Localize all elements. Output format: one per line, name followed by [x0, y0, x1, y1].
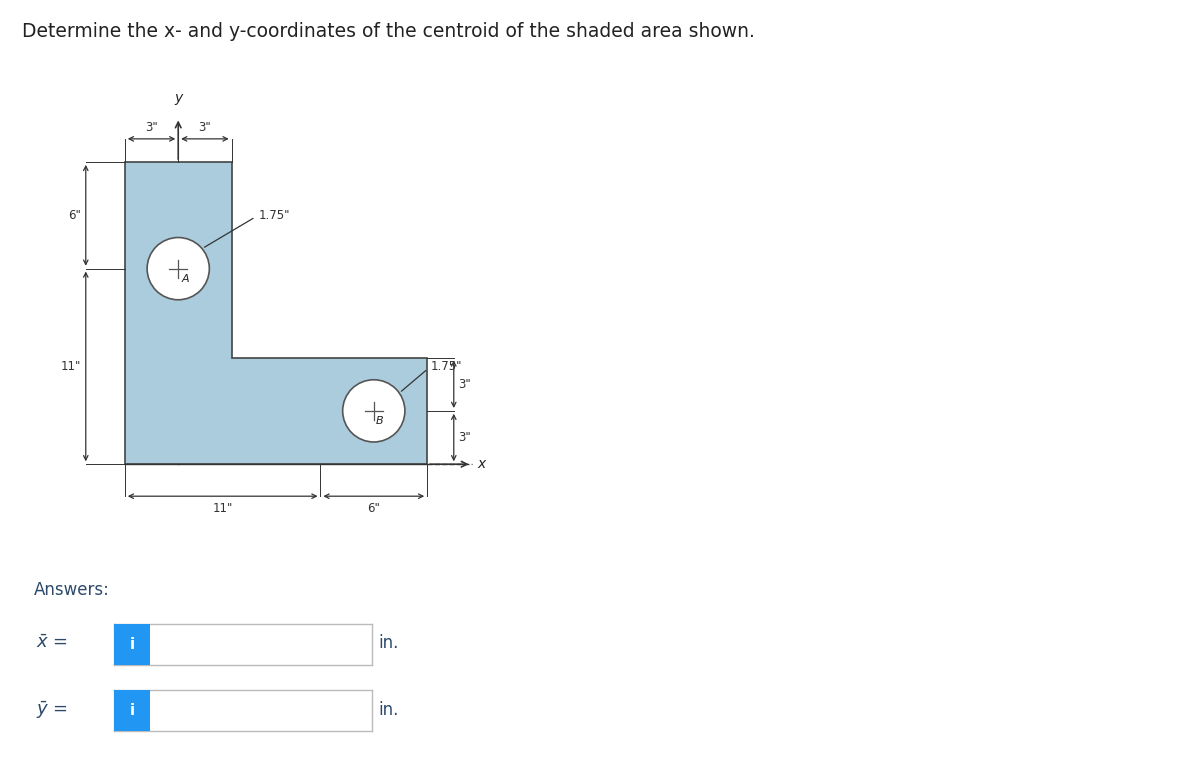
Text: B: B [376, 417, 383, 426]
Text: y: y [174, 91, 182, 105]
Text: 11": 11" [212, 502, 233, 516]
Text: x: x [476, 457, 485, 471]
Text: $\bar{x}$ =: $\bar{x}$ = [36, 634, 68, 653]
Text: i: i [130, 636, 134, 652]
Text: in.: in. [378, 700, 398, 719]
Text: 3": 3" [458, 431, 470, 444]
Text: i: i [130, 703, 134, 718]
Text: 11": 11" [61, 360, 82, 373]
Text: 1.75": 1.75" [204, 209, 289, 247]
Text: A: A [181, 274, 190, 284]
Text: 3": 3" [458, 378, 470, 391]
Text: $\bar{y}$ =: $\bar{y}$ = [36, 699, 68, 721]
Text: in.: in. [378, 634, 398, 653]
Circle shape [148, 238, 209, 300]
Text: 3": 3" [198, 122, 211, 134]
Text: 1.75": 1.75" [401, 360, 462, 392]
Circle shape [343, 380, 404, 442]
Text: Determine the x- and y-coordinates of the centroid of the shaded area shown.: Determine the x- and y-coordinates of th… [22, 22, 755, 41]
Text: 6": 6" [367, 502, 380, 516]
Polygon shape [125, 162, 427, 464]
Text: 3": 3" [145, 122, 158, 134]
Text: 6": 6" [68, 209, 82, 222]
Text: Answers:: Answers: [34, 581, 109, 599]
